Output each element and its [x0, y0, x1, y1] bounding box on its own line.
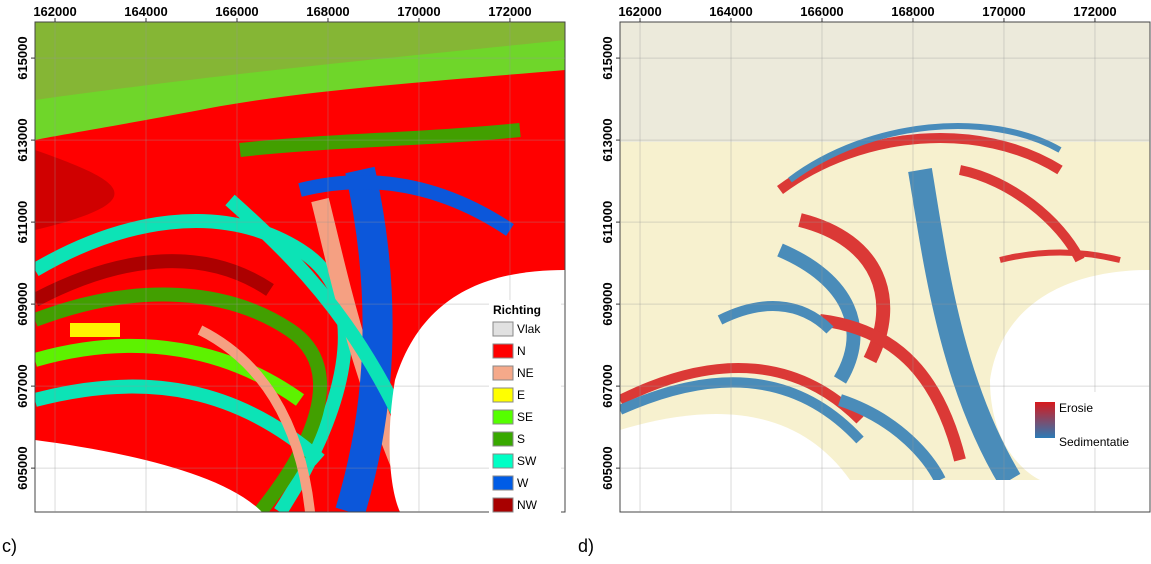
legend-label: SW: [517, 454, 537, 468]
x-tick-label: 170000: [397, 4, 440, 19]
y-tick-label: 605000: [600, 446, 615, 489]
x-tick-label: 166000: [215, 4, 258, 19]
panel-label: c): [2, 536, 17, 556]
frame: [34, 21, 566, 513]
y-tick-label: 609000: [600, 282, 615, 325]
legend-label: Vlak: [517, 322, 541, 336]
legend-title: Richting: [493, 303, 541, 317]
x-tick-label: 172000: [1073, 4, 1116, 19]
direction-map: [35, 22, 565, 512]
legend-label: E: [517, 388, 525, 402]
x-tick-label: 172000: [488, 4, 531, 19]
x-tick-label: 162000: [618, 4, 661, 19]
legend-label: S: [517, 432, 525, 446]
x-tick-label: 164000: [124, 4, 167, 19]
x-tick-label: 168000: [306, 4, 349, 19]
x-tick-label: 162000: [33, 4, 76, 19]
frame: [619, 21, 1151, 513]
legend-label: W: [517, 476, 529, 490]
y-tick-label: 607000: [15, 364, 30, 407]
y-tick-label: 611000: [15, 201, 30, 244]
legend-label: NW: [517, 498, 538, 512]
legend-swatch: [1035, 402, 1055, 438]
legend-label: Sedimentatie: [1059, 435, 1129, 449]
legend-swatch: [492, 365, 514, 381]
y-tick-label: 609000: [15, 282, 30, 325]
y-tick-label: 613000: [600, 118, 615, 161]
x-tick-label: 168000: [891, 4, 934, 19]
legend-label: NE: [517, 366, 534, 380]
panel-label: d): [578, 536, 594, 556]
legend-swatch: [492, 387, 514, 403]
y-tick-label: 613000: [15, 118, 30, 161]
y-tick-label: 605000: [15, 446, 30, 489]
y-tick-label: 615000: [15, 36, 30, 79]
x-tick-label: 164000: [709, 4, 752, 19]
legend-label: Erosie: [1059, 401, 1093, 415]
x-tick-label: 170000: [982, 4, 1025, 19]
legend-swatch: [492, 409, 514, 425]
legend-swatch: [492, 453, 514, 469]
y-tick-label: 607000: [600, 364, 615, 407]
legend-swatch: [492, 431, 514, 447]
legend-swatch: [492, 321, 514, 337]
legend-swatch: [492, 343, 514, 359]
legend-swatch: [492, 497, 514, 513]
legend-swatch: [492, 475, 514, 491]
x-tick-label: 166000: [800, 4, 843, 19]
y-tick-label: 611000: [600, 201, 615, 244]
y-tick-label: 615000: [600, 36, 615, 79]
legend-label: N: [517, 344, 526, 358]
legend-label: SE: [517, 410, 533, 424]
erosion-map: [620, 22, 1150, 512]
